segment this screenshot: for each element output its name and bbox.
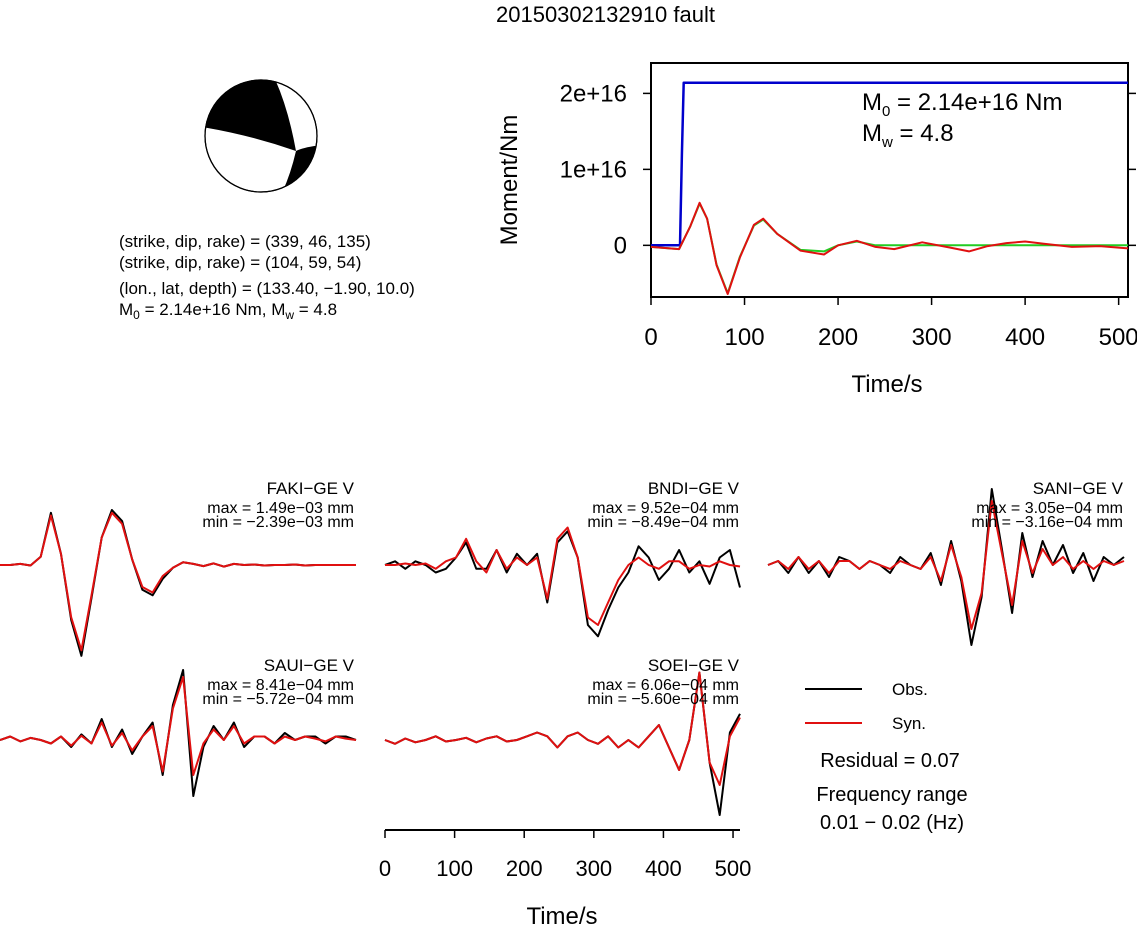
waveform-min-label: min = −2.39e−03 mm bbox=[202, 514, 354, 531]
page-title: 20150302132910 fault bbox=[496, 2, 715, 27]
waveform-min-label: min = −5.72e−04 mm bbox=[202, 691, 354, 708]
moment-xtick-label: 400 bbox=[1005, 324, 1045, 351]
waveform-xtick-label: 300 bbox=[575, 856, 612, 881]
focal-plane-1: (strike, dip, rake) = (339, 46, 135) bbox=[119, 232, 371, 251]
waveform-station-label: BNDI−GE V bbox=[648, 479, 740, 498]
synthetic-waveform bbox=[384, 671, 741, 786]
waveform-xtick-label: 400 bbox=[645, 856, 682, 881]
moment-xtick-label: 100 bbox=[725, 324, 765, 351]
moment-xtick-label: 500 bbox=[1099, 324, 1137, 351]
moment-annotation-mw: Mw = 4.8 bbox=[862, 120, 954, 151]
waveform-xtick-label: 200 bbox=[506, 856, 543, 881]
moment-x-axis: 0 100 200 300 400 500 bbox=[644, 297, 1137, 351]
moment-ylabel: Moment/Nm bbox=[496, 115, 523, 246]
moment-xtick-label: 200 bbox=[818, 324, 858, 351]
waveform-x-axis: 0 100 200 300 400 500 bbox=[379, 829, 752, 881]
waveform-station-label: SAUI−GE V bbox=[264, 656, 355, 675]
moment-ytick-label: 2e+16 bbox=[560, 80, 627, 107]
frequency-title: Frequency range bbox=[816, 784, 967, 806]
waveform-min-label: min = −5.60e−04 mm bbox=[587, 691, 739, 708]
beachball-icon bbox=[204, 79, 318, 193]
waveform-xtick-label: 500 bbox=[715, 856, 752, 881]
moment-ytick-label: 1e+16 bbox=[560, 156, 627, 183]
moment-y-axis: 0 1e+16 2e+16 bbox=[560, 80, 1136, 259]
waveform-xtick-label: 0 bbox=[379, 856, 391, 881]
focal-plane-2: (strike, dip, rake) = (104, 59, 54) bbox=[119, 253, 362, 272]
moment-curve bbox=[651, 81, 1128, 247]
moment-xlabel: Time/s bbox=[851, 371, 922, 398]
moment-plot-frame bbox=[650, 62, 1129, 298]
waveform-station-label: FAKI−GE V bbox=[267, 479, 355, 498]
waveform-xlabel: Time/s bbox=[526, 903, 597, 926]
legend-obs-label: Obs. bbox=[892, 680, 928, 699]
frequency-value: 0.01 − 0.02 (Hz) bbox=[820, 812, 964, 834]
legend-syn-label: Syn. bbox=[892, 714, 926, 733]
moment-xtick-label: 300 bbox=[912, 324, 952, 351]
waveform-max-label: max = 6.06e−04 mm bbox=[592, 677, 739, 694]
waveform-station-label: SANI−GE V bbox=[1033, 479, 1124, 498]
source-time-function-inverted-curve bbox=[650, 201, 1129, 295]
synthetic-waveform bbox=[0, 511, 356, 652]
waveform-station-label: SOEI−GE V bbox=[648, 656, 740, 675]
observed-waveform bbox=[0, 509, 356, 657]
moment-xtick-label: 0 bbox=[644, 324, 657, 351]
waveform-xtick-label: 100 bbox=[436, 856, 473, 881]
moment-series-group bbox=[650, 81, 1129, 295]
moment-ytick-label: 0 bbox=[614, 232, 627, 259]
waveform-min-label: min = −8.49e−04 mm bbox=[587, 514, 739, 531]
waveform-max-label: max = 9.52e−04 mm bbox=[592, 500, 739, 517]
waveform-min-label: min = −3.16e−04 mm bbox=[971, 514, 1123, 531]
observed-waveform bbox=[384, 530, 741, 638]
focal-info: (strike, dip, rake) = (339, 46, 135) (st… bbox=[119, 231, 415, 326]
focal-location: (lon., lat, depth) = (133.40, −1.90, 10.… bbox=[119, 279, 415, 298]
synthetic-waveform bbox=[0, 676, 357, 776]
focal-moment: M0 = 2.14e+16 Nm, Mw = 4.8 bbox=[119, 300, 338, 322]
moment-annotation-m0: M0 = 2.14e+16 Nm bbox=[862, 89, 1062, 120]
waveform-max-label: max = 3.05e−04 mm bbox=[976, 500, 1123, 517]
residual-text: Residual = 0.07 bbox=[820, 750, 960, 772]
waveform-max-label: max = 8.41e−04 mm bbox=[207, 677, 354, 694]
synthetic-waveform bbox=[767, 500, 1125, 630]
waveform-max-label: max = 1.49e−03 mm bbox=[207, 500, 354, 517]
synthetic-waveform bbox=[385, 526, 741, 626]
